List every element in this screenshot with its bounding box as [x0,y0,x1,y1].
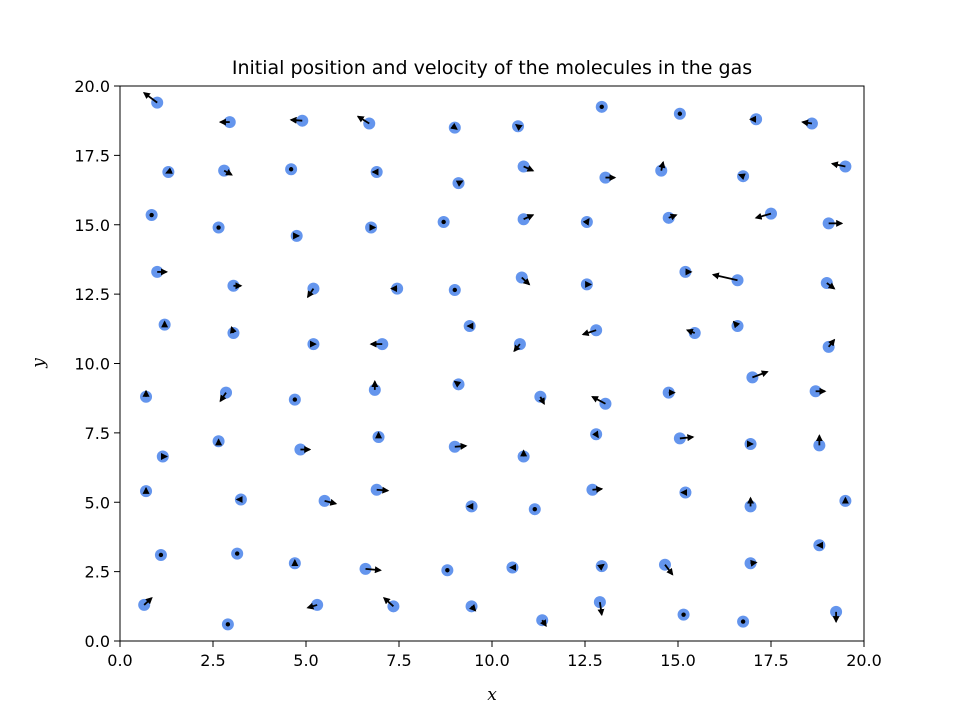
chart-title: Initial position and velocity of the mol… [232,57,752,79]
y-tick-label: 12.5 [74,285,110,304]
velocity-arrow [826,282,836,290]
velocity-arrow [523,165,535,172]
velocity-arrow [468,604,477,612]
velocity-arrow [324,498,338,506]
velocity-arrow [827,338,836,348]
velocity-arrow [591,396,606,405]
velocity-arrow [599,104,604,110]
x-tick-label: 2.5 [200,651,225,670]
x-axis-label: x [487,685,497,705]
velocity-arrow [677,111,683,116]
x-tick-label: 17.5 [753,651,789,670]
velocity-arrow [592,485,604,493]
x-tick-label: 5.0 [293,651,318,670]
velocity-arrow [732,320,741,329]
y-axis-label: y [29,358,49,369]
velocity-arrow [668,213,678,221]
y-tick-label: 15.0 [74,216,110,235]
x-tick-label: 15.0 [660,651,696,670]
velocity-arrow [750,559,758,567]
velocity-arrow [356,115,370,125]
velocity-arrow [538,396,545,406]
velocity-arrow [143,596,153,606]
velocity-arrow [513,343,521,353]
velocity-arrow [292,397,298,402]
x-tick-label: 20.0 [846,651,882,670]
velocity-arrow [754,212,772,220]
velocity-arrow [664,564,674,576]
velocity-arrow [158,552,164,558]
y-tick-label: 5.0 [85,493,110,512]
velocity-arrow [441,219,446,225]
velocity-arrow [514,123,523,131]
velocity-arrow [450,122,458,130]
velocity-arrow [219,392,227,403]
plot-frame [119,85,865,642]
velocity-arrow [532,506,537,512]
x-tick-label: 7.5 [386,651,411,670]
data-points [138,92,852,631]
y-tick-label: 20.0 [74,77,110,96]
velocity-arrow [521,276,531,286]
velocity-arrow [289,116,303,124]
velocity-arrow [830,161,846,169]
x-tick-label: 0.0 [107,651,132,670]
velocity-arrow [737,173,746,181]
velocity-arrow [582,217,590,226]
velocity-arrow [216,225,221,230]
velocity-arrow [592,430,599,439]
y-tick-label: 17.5 [74,146,110,165]
velocity-arrow [658,160,666,171]
y-tick-label: 0.0 [85,632,110,651]
velocity-arrow [445,568,450,573]
velocity-arrow [306,602,318,610]
y-tick-label: 7.5 [85,424,110,443]
velocity-arrow [383,596,395,607]
velocity-arrow [679,434,695,442]
x-tick-label: 10.0 [474,651,510,670]
y-tick-label: 10.0 [74,355,110,374]
velocity-arrow [539,619,547,627]
velocity-arrow [801,119,813,127]
velocity-arrow [149,212,154,218]
axis-ticks: 0.0 2.5 5.0 7.5 10.0 12.5 15.0 17.5 20.0 0.0 2.5 5.… [74,77,881,670]
velocity-arrow [752,370,769,379]
velocity-arrow [307,288,315,299]
velocity-arrow [523,214,535,221]
velocity-arrow [376,486,390,494]
velocity-arrow [454,442,468,450]
velocity-arrow [142,92,158,104]
velocity-arrow [365,566,382,574]
velocity-arrow [685,328,696,336]
velocity-arrow [225,622,231,627]
velocity-arrow [234,551,240,556]
velocity-arrow [288,167,294,172]
velocity-arrow [165,167,173,174]
velocity-arrow [581,329,597,337]
x-tick-label: 12.5 [567,651,603,670]
y-tick-label: 2.5 [85,563,110,582]
velocity-arrow [453,380,462,388]
velocity-arrow [230,326,237,334]
velocity-arrow [597,602,605,617]
velocity-arrow [711,272,738,282]
velocity-arrow [681,612,686,617]
velocity-arrow [452,287,457,293]
velocity-arrow [223,169,233,176]
velocity-arrow [455,180,464,187]
velocity-arrow [740,619,746,624]
velocity-arrow [597,563,605,571]
